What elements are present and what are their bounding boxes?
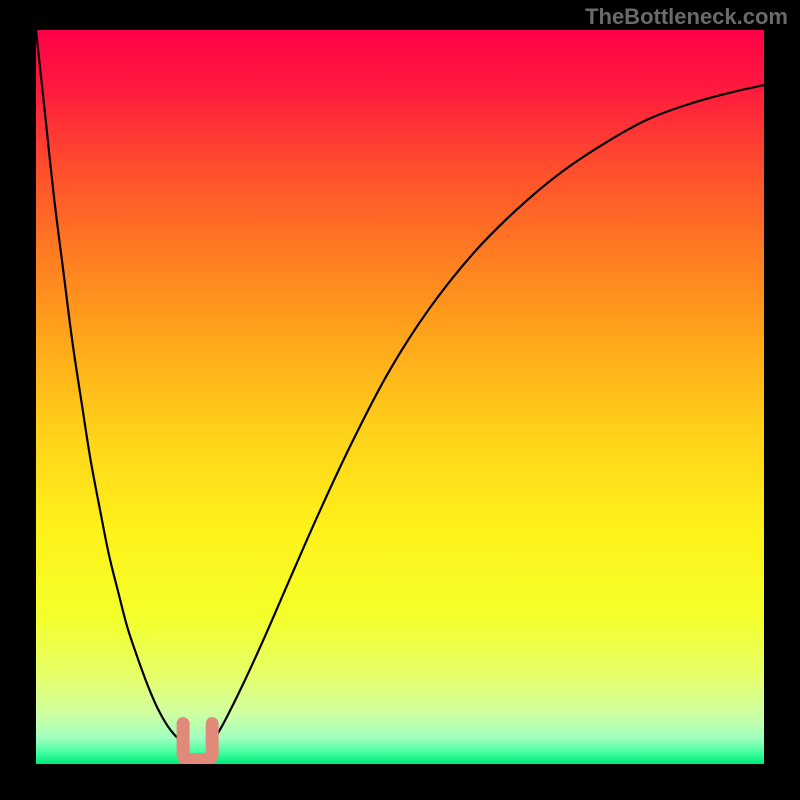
- watermark-text: TheBottleneck.com: [585, 4, 788, 30]
- chart-plot-area: [36, 30, 764, 764]
- chart-svg: [36, 30, 764, 764]
- chart-background: [36, 30, 764, 764]
- stage: TheBottleneck.com: [0, 0, 800, 800]
